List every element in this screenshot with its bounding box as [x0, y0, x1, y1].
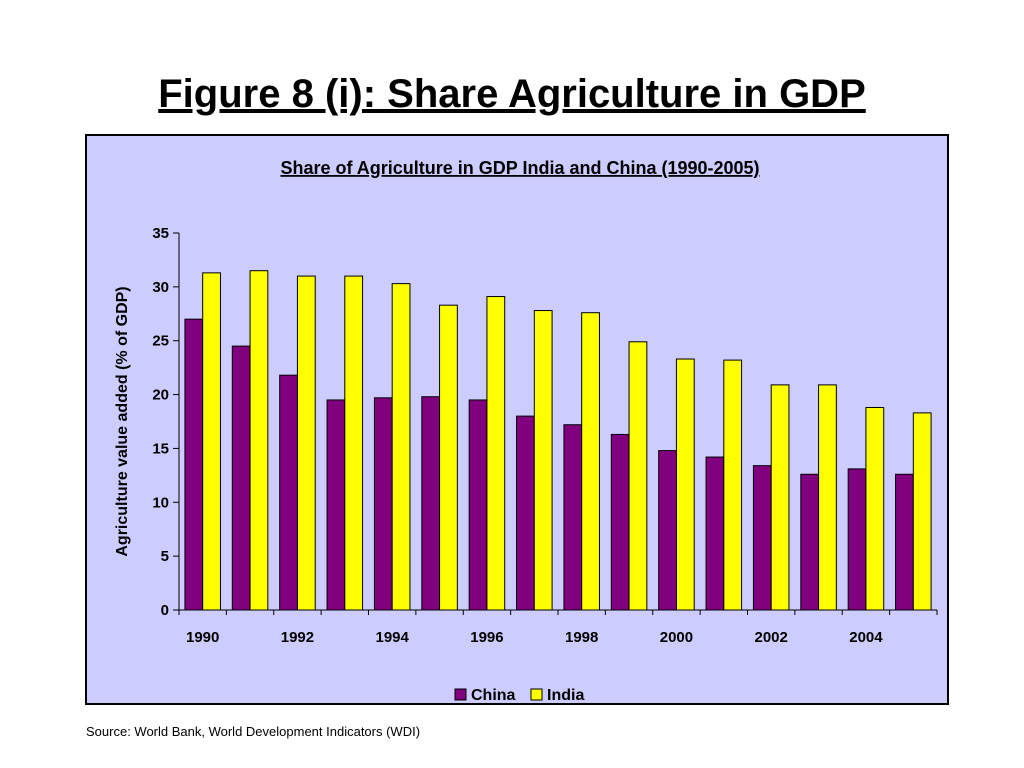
bar-china-1994	[373, 397, 393, 611]
bar-india-2000	[675, 358, 695, 611]
bar-india-1997	[533, 310, 553, 611]
bar-china-1999	[610, 433, 630, 611]
bar-india-1999	[628, 341, 648, 611]
source-note: Source: World Bank, World Development In…	[86, 724, 421, 739]
bar-china-2004	[847, 468, 867, 611]
legend-swatch-india	[530, 688, 543, 701]
bar-india-1993	[344, 275, 364, 611]
y-tick-label-0: 0	[161, 602, 169, 619]
chart-frame: Share of Agriculture in GDP India and Ch…	[85, 134, 949, 705]
bar-china-1992	[279, 374, 298, 611]
x-tick-label-1994: 1994	[376, 629, 410, 646]
legend-swatch-china	[454, 688, 467, 701]
bar-china-1995	[421, 396, 441, 611]
slide-title: Figure 8 (i): Share Agriculture in GDP	[158, 72, 866, 116]
y-tick-label-30: 30	[152, 279, 169, 296]
y-tick-label-25: 25	[152, 333, 169, 350]
x-tick-label-1998: 1998	[565, 629, 598, 646]
y-tick-label-5: 5	[161, 548, 169, 565]
y-tick-label-15: 15	[152, 440, 169, 457]
bar-india-2002	[770, 384, 790, 611]
y-axis-title: Agriculture value added (% of GDP)	[114, 286, 131, 556]
bar-chart: Share of Agriculture in GDP India and Ch…	[114, 158, 938, 703]
bar-india-1992	[296, 275, 316, 611]
bar-india-1991	[249, 270, 269, 611]
bar-china-2002	[752, 465, 772, 611]
chart-title: Share of Agriculture in GDP India and Ch…	[280, 158, 759, 178]
bar-china-1990	[184, 318, 204, 611]
bar-india-2003	[818, 384, 837, 611]
x-tick-label-2002: 2002	[755, 629, 788, 646]
bar-china-1993	[326, 399, 346, 611]
legend-label-china: China	[471, 687, 516, 703]
y-tick-label-10: 10	[152, 494, 169, 511]
x-tick-label-2004: 2004	[849, 629, 883, 646]
x-tick-label-1992: 1992	[281, 629, 314, 646]
bar-india-1995	[439, 304, 458, 611]
x-tick-label-1996: 1996	[470, 629, 503, 646]
y-tick-label-35: 35	[152, 225, 169, 242]
bar-india-2001	[723, 359, 743, 611]
bar-india-1994	[391, 283, 411, 611]
bar-india-1998	[581, 312, 600, 611]
bar-china-2003	[800, 473, 820, 611]
x-tick-label-2000: 2000	[660, 629, 693, 646]
x-tick-label-1990: 1990	[186, 629, 219, 646]
bar-china-1997	[516, 415, 535, 611]
bar-china-1998	[563, 424, 583, 611]
legend-label-india: India	[547, 687, 584, 703]
y-tick-label-20: 20	[152, 387, 169, 404]
bar-china-2005	[895, 473, 914, 611]
bar-china-2001	[705, 456, 725, 611]
bar-india-1990	[202, 272, 221, 611]
bar-india-2005	[912, 412, 932, 611]
bar-china-2000	[658, 450, 677, 611]
bar-india-2004	[865, 406, 885, 611]
bar-china-1991	[231, 345, 251, 611]
bar-india-1996	[486, 296, 506, 611]
bar-china-1996	[468, 399, 488, 611]
